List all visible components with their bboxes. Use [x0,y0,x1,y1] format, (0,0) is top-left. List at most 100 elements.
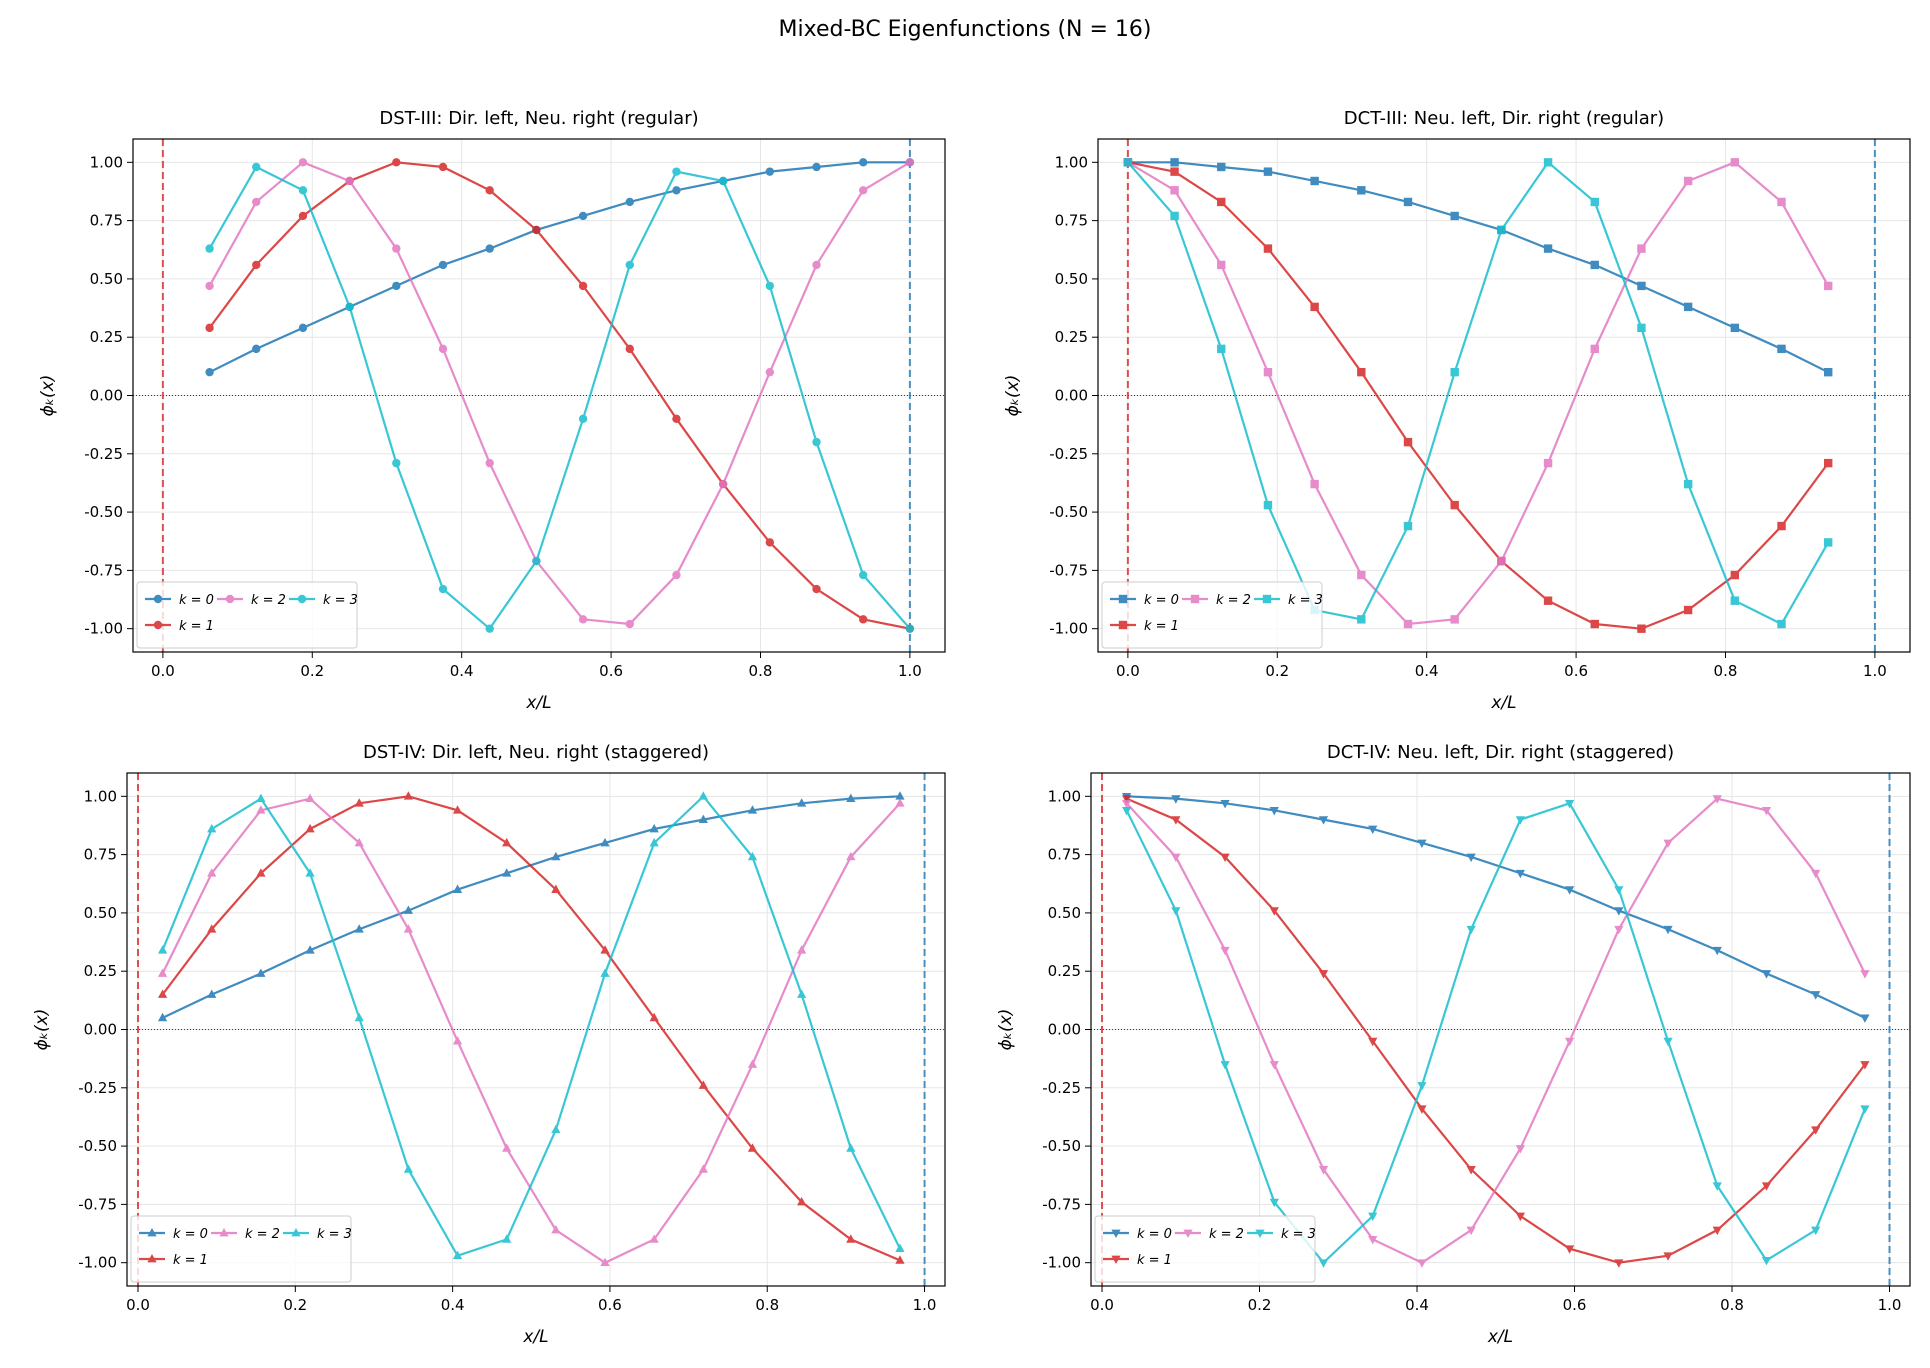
legend: k = 0 k = 1 k = 2 k = 3 [1101,581,1323,649]
data-point [305,793,315,803]
series-line-k1 [208,161,911,630]
series-k0 [1123,158,1833,377]
data-point [1310,176,1319,186]
data-point [1368,1212,1378,1222]
data-point [1269,806,1279,816]
data-point [1217,162,1226,172]
data-point [354,837,364,847]
suptitle: Mixed-BC Eigenfunctions (N = 16) [779,17,1152,42]
legend-marker [225,594,235,604]
data-point [797,945,807,954]
data-point [649,837,659,847]
data-point [452,805,463,814]
data-point [859,186,868,195]
data-point [256,793,266,803]
data-point [551,1224,561,1234]
data-point [1777,619,1786,629]
x-axis-label: x/L [522,1327,548,1347]
legend-label: k = 3 [323,593,358,608]
data-point [1564,1037,1575,1047]
data-point [1637,281,1646,291]
data-point [846,1234,856,1243]
data-point [1730,570,1740,580]
data-point [438,584,448,594]
data-point [502,1143,512,1152]
data-point [1712,1226,1722,1236]
data-point [1220,799,1230,809]
data-point [1761,970,1772,979]
data-point [1614,1259,1624,1268]
series-line-k2 [161,797,901,1264]
legend-entry-k0 [139,1227,165,1237]
data-point [1515,869,1526,879]
data-point [1663,1037,1673,1047]
legend-label: k = 2 [251,593,286,608]
data-point [305,823,315,833]
data-point [698,1080,708,1089]
series-k1 [1122,795,1870,1268]
legend-label: k = 2 [1209,1227,1244,1242]
series-line-k3 [161,794,901,1258]
data-point [438,162,448,172]
y-tick-label: -0.50 [1042,1137,1081,1155]
subplot-title: DST-III: Dir. left, Neu. right (regular) [379,108,698,129]
data-point [1122,806,1132,816]
subplot-title: DCT-III: Neu. left, Dir. right (regular) [1344,108,1664,129]
data-point [578,615,588,624]
legend-entry-k3 [283,1227,309,1237]
data-point [1637,323,1646,333]
data-point [485,244,494,253]
y-tick-label: 0.75 [90,212,123,230]
data-point [157,945,168,954]
y-axis-label: ϕₖ(x) [1003,375,1023,417]
x-tick-label: 0.0 [1090,1296,1114,1314]
y-axis-label: ϕₖ(x) [32,1009,52,1051]
data-point [298,211,308,221]
data-point [205,367,214,377]
data-point [1712,795,1722,804]
y-tick-label: 1.00 [84,787,117,805]
data-point [747,1059,758,1068]
x-axis-label: x/L [1490,693,1516,713]
x-tick-label: 0.8 [1720,1296,1744,1314]
data-point [1730,323,1740,333]
y-tick-label: -0.25 [78,1079,117,1097]
data-point [298,323,308,333]
data-point [1515,1145,1526,1154]
series-line-k0 [162,795,901,1019]
data-point [859,570,868,580]
data-point [1269,1061,1279,1070]
series-k3 [157,791,905,1260]
y-tick-label: 1.00 [1048,787,1081,805]
data-point [551,884,561,893]
axes-frame [1097,138,1911,653]
series-line-k0 [209,161,910,374]
x-tick-label: 0.4 [450,662,474,680]
series-line-k3 [1127,160,1830,626]
legend-entry-k2 [1175,1229,1201,1239]
series-k2 [1122,795,1870,1268]
data-point [298,158,308,167]
data-point [157,968,168,977]
data-point [747,1143,758,1152]
data-point [1368,825,1378,835]
x-tick-label: 0.6 [599,662,623,680]
data-point [859,615,868,624]
y-tick-label: -0.75 [78,1195,117,1213]
legend-entry-k2 [217,594,243,604]
data-point [1614,907,1624,916]
data-point [765,281,775,291]
data-point [345,176,354,186]
data-point [698,791,708,800]
legend-label: k = 0 [1137,1227,1172,1242]
data-point [205,281,214,291]
data-point [452,884,463,893]
legend-entry-k0 [1110,594,1136,604]
legend-marker [1118,620,1128,630]
data-point [600,968,610,977]
y-tick-label: -1.00 [1042,1254,1081,1272]
legend-entry-k3 [1247,1229,1273,1239]
data-point [1403,197,1413,207]
subplot-title: DST-IV: Dir. left, Neu. right (staggered… [363,742,709,763]
data-point [207,868,217,877]
